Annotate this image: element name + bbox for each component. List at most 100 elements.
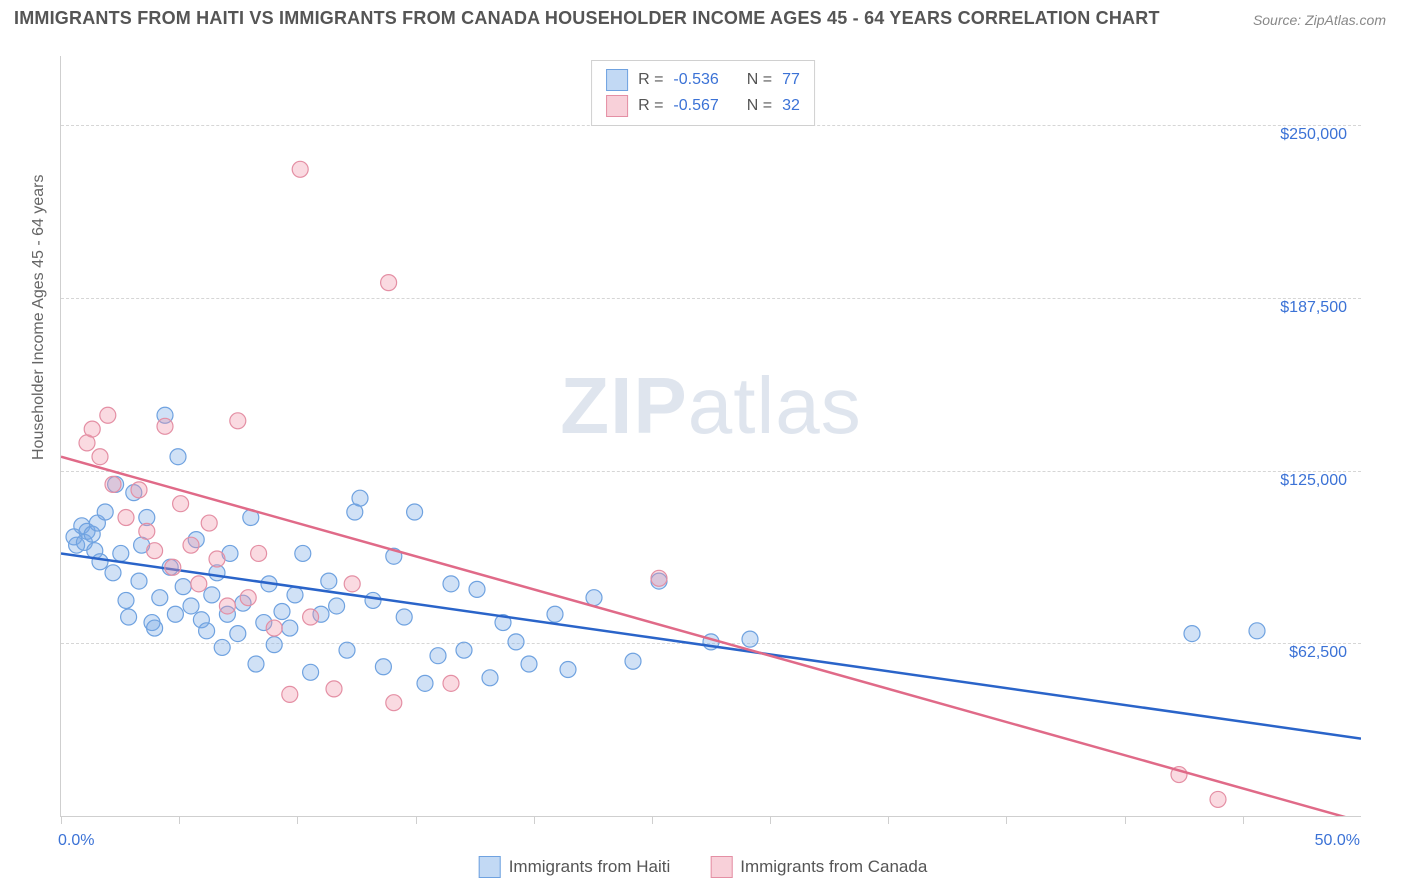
- data-point: [274, 603, 290, 619]
- swatch-pink-icon: [710, 856, 732, 878]
- data-point: [183, 598, 199, 614]
- data-point: [230, 626, 246, 642]
- n-haiti: 77: [782, 71, 800, 89]
- legend-row-canada: R = -0.567 N = 32: [606, 93, 800, 119]
- x-tick: [534, 816, 535, 824]
- data-point: [1184, 626, 1200, 642]
- data-point: [204, 587, 220, 603]
- x-tick: [1006, 816, 1007, 824]
- data-point: [625, 653, 641, 669]
- data-point: [157, 418, 173, 434]
- data-point: [352, 490, 368, 506]
- data-point: [266, 637, 282, 653]
- data-point: [521, 656, 537, 672]
- source-attribution: Source: ZipAtlas.com: [1253, 12, 1386, 28]
- data-point: [92, 449, 108, 465]
- data-point: [147, 620, 163, 636]
- lab-r2: R =: [638, 97, 663, 115]
- data-point: [386, 695, 402, 711]
- lab-n2: N =: [747, 97, 772, 115]
- data-point: [295, 545, 311, 561]
- data-point: [456, 642, 472, 658]
- data-point: [199, 623, 215, 639]
- data-point: [375, 659, 391, 675]
- data-point: [469, 581, 485, 597]
- data-point: [175, 579, 191, 595]
- data-point: [214, 639, 230, 655]
- data-point: [105, 565, 121, 581]
- data-point: [248, 656, 264, 672]
- data-point: [329, 598, 345, 614]
- r-canada: -0.567: [673, 97, 718, 115]
- chart-container: IMMIGRANTS FROM HAITI VS IMMIGRANTS FROM…: [0, 0, 1406, 892]
- data-point: [282, 620, 298, 636]
- x-tick: [1243, 816, 1244, 824]
- x-tick: [416, 816, 417, 824]
- swatch-blue-icon: [606, 69, 628, 91]
- data-point: [321, 573, 337, 589]
- data-point: [287, 587, 303, 603]
- data-point: [303, 664, 319, 680]
- x-tick: [888, 816, 889, 824]
- data-point: [381, 275, 397, 291]
- x-tick: [1125, 816, 1126, 824]
- data-point: [586, 590, 602, 606]
- legend-series: Immigrants from Haiti Immigrants from Ca…: [479, 856, 928, 878]
- x-tick: [179, 816, 180, 824]
- r-haiti: -0.536: [673, 71, 718, 89]
- data-point: [303, 609, 319, 625]
- data-point: [339, 642, 355, 658]
- data-point: [230, 413, 246, 429]
- legend-item-canada: Immigrants from Canada: [710, 856, 927, 878]
- data-point: [100, 407, 116, 423]
- data-point: [1249, 623, 1265, 639]
- data-point: [139, 523, 155, 539]
- x-tick: [297, 816, 298, 824]
- data-point: [219, 598, 235, 614]
- n-canada: 32: [782, 97, 800, 115]
- data-point: [170, 449, 186, 465]
- data-point: [443, 576, 459, 592]
- data-point: [742, 631, 758, 647]
- data-point: [147, 543, 163, 559]
- data-point: [118, 592, 134, 608]
- data-point: [443, 675, 459, 691]
- data-point: [251, 545, 267, 561]
- plot-area: ZIPatlas $62,500$125,000$187,500$250,000: [60, 56, 1361, 817]
- data-point: [152, 590, 168, 606]
- data-point: [266, 620, 282, 636]
- legend-label-canada: Immigrants from Canada: [740, 857, 927, 877]
- data-point: [651, 570, 667, 586]
- data-point: [105, 476, 121, 492]
- swatch-pink-icon: [606, 95, 628, 117]
- data-point: [118, 510, 134, 526]
- data-point: [191, 576, 207, 592]
- data-point: [365, 592, 381, 608]
- data-point: [201, 515, 217, 531]
- regression-line: [61, 553, 1361, 738]
- data-point: [508, 634, 524, 650]
- x-tick: [61, 816, 62, 824]
- data-point: [430, 648, 446, 664]
- data-point: [97, 504, 113, 520]
- x-axis-min-label: 0.0%: [58, 832, 94, 850]
- chart-title: IMMIGRANTS FROM HAITI VS IMMIGRANTS FROM…: [14, 8, 1160, 29]
- data-point: [547, 606, 563, 622]
- data-point: [482, 670, 498, 686]
- data-point: [209, 551, 225, 567]
- scatter-svg: [61, 56, 1361, 816]
- data-point: [173, 496, 189, 512]
- data-point: [417, 675, 433, 691]
- data-point: [1210, 791, 1226, 807]
- data-point: [396, 609, 412, 625]
- lab-n: N =: [747, 71, 772, 89]
- data-point: [121, 609, 137, 625]
- data-point: [131, 482, 147, 498]
- data-point: [240, 590, 256, 606]
- data-point: [84, 421, 100, 437]
- data-point: [92, 554, 108, 570]
- data-point: [282, 686, 298, 702]
- legend-label-haiti: Immigrants from Haiti: [509, 857, 671, 877]
- data-point: [292, 161, 308, 177]
- data-point: [131, 573, 147, 589]
